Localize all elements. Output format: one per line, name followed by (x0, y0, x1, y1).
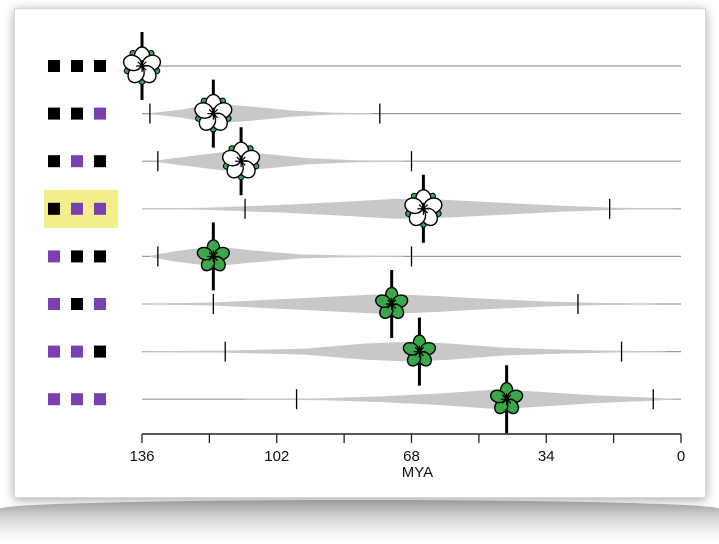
state-square-off (71, 60, 83, 72)
timeline-row (48, 32, 681, 100)
stamen (418, 208, 424, 214)
x-tick-label: 102 (264, 448, 289, 465)
stamen (212, 108, 219, 115)
stamen (236, 156, 242, 162)
stamen (212, 255, 219, 262)
stamen (208, 255, 214, 262)
white-flower-icon (404, 189, 443, 228)
x-axis: 136 102 68 34 0 MYA (129, 433, 685, 481)
stamen (422, 204, 429, 210)
stamen (137, 61, 143, 67)
state-square-off (71, 107, 83, 120)
state-square-on (71, 155, 83, 168)
figure-frame (14, 8, 706, 498)
stamen (418, 204, 424, 210)
stamen (391, 303, 397, 309)
stamen (387, 303, 393, 309)
stamen (240, 160, 246, 166)
state-square-on (71, 202, 83, 215)
density-violin (157, 151, 404, 172)
density-violin (149, 246, 404, 267)
white-flower-icon (222, 141, 261, 181)
stamen (506, 394, 512, 400)
stamen (391, 299, 397, 305)
stamen (141, 61, 147, 67)
state-square-on (48, 250, 60, 263)
state-square-on (94, 202, 106, 215)
stamen (501, 394, 508, 400)
timeline-row (48, 317, 681, 386)
x-tick-label: 0 (677, 448, 685, 465)
green-flower-icon (196, 239, 230, 272)
state-square-off (94, 345, 106, 358)
state-square-off (71, 298, 83, 310)
rows-layer (44, 32, 681, 434)
state-square-off (94, 155, 106, 168)
state-square-off (71, 250, 83, 263)
timeline-row (48, 222, 681, 291)
state-square-off (94, 250, 106, 263)
stamen (212, 251, 219, 257)
timeline-row (48, 79, 681, 148)
green-flower-icon (489, 382, 524, 415)
stamen (422, 208, 429, 214)
state-square-on (94, 298, 106, 310)
state-square-off (48, 60, 60, 72)
x-axis-ticks: 136 102 68 34 0 (129, 434, 685, 465)
stamen (236, 160, 242, 166)
timeline-row (44, 174, 681, 243)
state-square-on (48, 298, 60, 310)
stamen (419, 351, 425, 357)
density-violin (245, 389, 674, 410)
stamen (141, 65, 147, 71)
timeline-row (48, 365, 681, 434)
green-flower-icon (375, 286, 409, 319)
state-square-off (94, 60, 106, 72)
state-square-off (48, 155, 60, 168)
x-tick-label: 68 (403, 448, 420, 465)
white-flower-icon (194, 93, 233, 133)
state-square-off (48, 202, 60, 215)
state-square-off (48, 107, 60, 120)
stamen (208, 108, 214, 115)
page-shadow (0, 500, 719, 544)
stamen (240, 156, 246, 162)
stamen (208, 113, 214, 119)
stamen (501, 398, 508, 404)
stamen (419, 346, 425, 353)
stamen (506, 398, 512, 404)
state-square-on (71, 393, 83, 406)
density-violin (142, 341, 666, 362)
stamen (137, 65, 143, 71)
density-violin (149, 103, 372, 124)
x-tick-label: 34 (538, 448, 555, 465)
state-square-on (48, 345, 60, 358)
x-tick-label: 136 (129, 448, 154, 465)
state-square-on (94, 107, 106, 120)
white-flower-icon (122, 46, 162, 85)
stamen (414, 346, 420, 353)
stamen (387, 299, 393, 305)
timeline-row (48, 127, 681, 196)
state-square-on (94, 393, 106, 406)
stamen (208, 251, 214, 257)
state-square-on (71, 345, 83, 358)
stamen (212, 113, 219, 119)
stamen (414, 351, 420, 357)
state-square-on (48, 393, 60, 406)
green-flower-icon (402, 334, 437, 367)
x-axis-title: MYA (402, 464, 433, 481)
timeline-row (48, 270, 681, 338)
